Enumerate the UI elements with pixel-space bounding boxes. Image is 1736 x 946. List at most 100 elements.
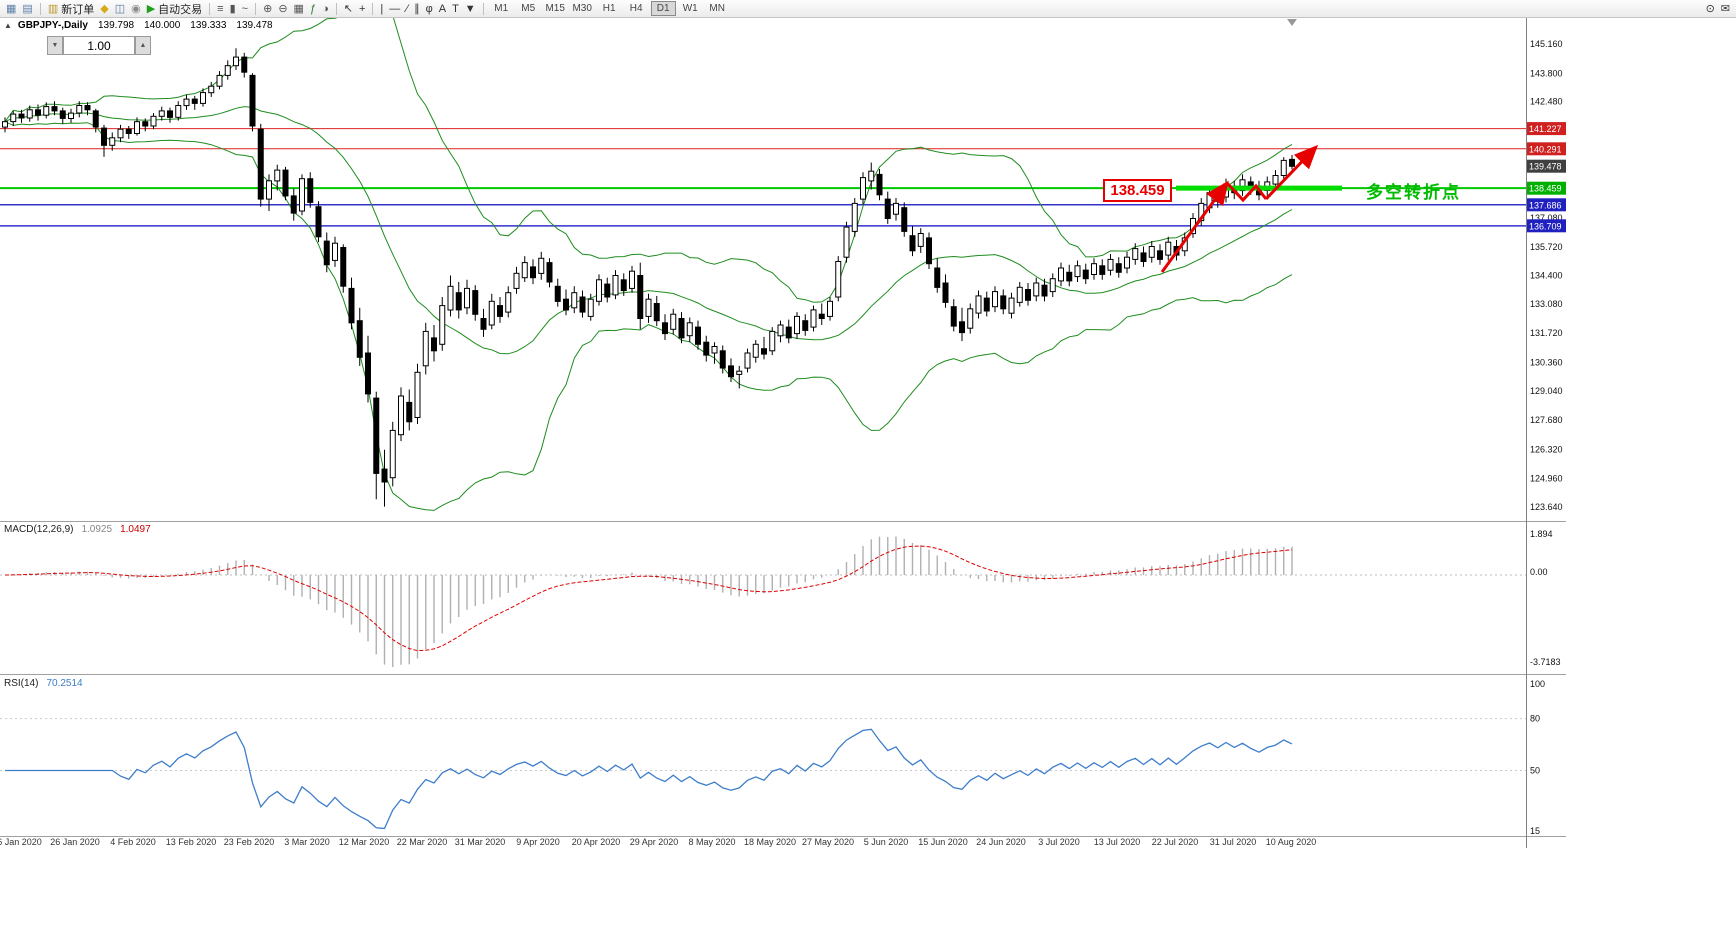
candle [513,272,520,289]
tile-windows-button[interactable]: ▦ [291,1,307,17]
strategy-tester-button[interactable]: ◉ [128,1,144,17]
timeframe-W1[interactable]: W1 [682,3,698,14]
zoom-in-button[interactable]: ⊕ [260,1,275,17]
time-axis-label: 3 Mar 2020 [284,837,330,847]
buy-header-button[interactable]: BUY [164,39,187,52]
crosshair-button[interactable]: + [356,1,368,17]
market-watch-button[interactable]: ◆ [97,1,111,17]
volume-input[interactable] [63,36,135,55]
data-window-icon: ◫ [114,2,126,15]
collapse-one-click-icon[interactable]: ▲ [4,21,12,30]
candle [274,169,281,182]
community-icon: ✉ [1720,2,1730,15]
price-axis-label: 137.080 [1530,213,1563,223]
candle [1099,265,1106,275]
candle [876,173,883,196]
trend-arrow[interactable] [1160,180,1229,273]
price-axis-label: 143.800 [1530,68,1563,78]
trend-arrow[interactable] [1264,144,1319,201]
text-button[interactable]: A [436,1,449,17]
trendline-button[interactable]: ∕ [403,1,411,17]
trend-zigzag[interactable] [1225,181,1268,203]
buy-price-button[interactable]: 139 51 3 [102,56,201,93]
data-window-button[interactable]: ◫ [112,1,128,17]
timeframe-M15[interactable]: M15 [545,3,565,14]
timeframe-M1[interactable]: M1 [494,3,509,14]
macd-main-value: 1.0925 [81,524,113,535]
autotrading-button[interactable]: ▶ 自动交易 [144,1,205,17]
candle [901,207,908,232]
timeframe-D1[interactable]: D1 [650,1,676,16]
trendline-icon: ∕ [406,2,409,15]
price-axis-label: 135.720 [1530,242,1563,252]
chart-profiles-button[interactable]: ▤ [19,1,35,17]
candle [356,320,363,358]
candle [884,198,891,220]
volume-decrease-button[interactable]: ▼ [47,36,63,55]
candle [761,348,767,355]
candle [2,121,8,128]
time-axis-label: 22 Mar 2020 [397,837,448,847]
sell-price-button[interactable]: 139 47 8 [2,56,101,93]
candle [851,202,858,232]
volume-increase-button[interactable]: ▲ [135,36,151,55]
candlestick-chart-button[interactable]: ▮ [227,1,239,17]
candle [150,115,157,127]
zoom-in-icon: ⊕ [263,2,273,15]
candle [398,395,404,436]
timeframe-M5[interactable]: M5 [521,3,536,14]
timeframe-M30[interactable]: M30 [572,3,592,14]
channel-button[interactable]: ∥ [411,1,423,17]
new-order-icon: ▥ [47,2,59,15]
rsi-line [5,728,1293,830]
bar-chart-button[interactable]: ≡ [214,1,226,17]
new-chart-button[interactable]: ▦ [3,1,19,17]
price-axis-badge [1527,181,1566,195]
search-button[interactable]: ⊙ [1703,1,1718,17]
candle [769,330,776,352]
zoom-out-button[interactable]: ⊖ [275,1,290,17]
candle [1289,158,1295,167]
candle [992,291,998,308]
macd-axis-label: 0.00 [1530,567,1548,577]
chart-profiles-icon: ▤ [22,2,33,15]
vertical-line-button[interactable]: | [377,1,386,17]
time-axis-label: 20 Apr 2020 [572,837,621,847]
time-axis-label: 29 Apr 2020 [630,837,679,847]
label-button[interactable]: T [449,1,462,17]
cursor-button[interactable]: ↖ [341,1,356,17]
shapes-button[interactable]: ▼ [462,1,479,17]
candle [827,300,833,317]
price-annotation-label[interactable]: 138.459 [1103,179,1172,202]
timeframe-H4[interactable]: H4 [629,3,643,14]
candle [431,337,437,352]
chart-shift-marker[interactable] [1287,19,1297,26]
candle [1124,256,1130,269]
fibonacci-button[interactable]: φ [423,1,436,17]
new-order-button[interactable]: ▥ 新订单 [45,1,97,17]
symbol-header: ▲ GBPJPY-,Daily 139.798 140.000 139.333 … [4,20,273,31]
candle [51,106,58,112]
candle [125,128,132,134]
line-chart-button[interactable]: ~ [239,1,251,17]
horizontal-line-button[interactable]: — [386,1,403,17]
candle [596,279,602,302]
timeframe-H1[interactable]: H1 [602,3,616,14]
community-button[interactable]: ✉ [1718,1,1733,17]
candle [843,226,850,258]
candle [332,242,338,261]
main-price-panel[interactable] [0,0,1526,511]
text-icon: A [438,2,447,15]
sell-header-button[interactable]: SELL [11,39,38,52]
periods-button[interactable]: ◑ [319,1,332,17]
candle [1041,284,1048,297]
timeframe-MN[interactable]: MN [709,3,725,14]
candle [175,105,182,118]
candle [200,92,206,104]
candle [1033,282,1040,297]
indicators-button[interactable]: ƒ [307,1,319,17]
candle [505,292,512,313]
macd-signal-value: 1.0497 [120,524,151,535]
